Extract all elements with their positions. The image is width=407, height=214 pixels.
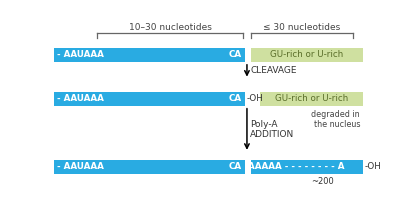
Bar (260, 92, 363, 106)
Text: -OH: -OH (365, 162, 382, 171)
Text: AAAAA - - - - - - - - A: AAAAA - - - - - - - - A (248, 162, 344, 171)
Text: CA: CA (228, 94, 241, 103)
Bar (54, 92, 245, 106)
Text: CA: CA (228, 51, 241, 59)
Text: degraded in
the nucleus: degraded in the nucleus (311, 110, 360, 129)
Text: CA: CA (228, 162, 241, 171)
Bar (251, 48, 363, 62)
Text: - AAUAAA: - AAUAAA (57, 94, 104, 103)
Bar (260, 92, 363, 106)
Text: ≤ 30 nucleotides: ≤ 30 nucleotides (263, 23, 341, 32)
Text: CLEAVAGE: CLEAVAGE (250, 66, 297, 75)
Text: Poly-A
ADDITION: Poly-A ADDITION (250, 120, 294, 139)
Text: ~200: ~200 (311, 177, 334, 186)
Text: GU-rich or U-rich: GU-rich or U-rich (275, 94, 348, 103)
Bar (251, 160, 363, 174)
Text: - AAUAAA: - AAUAAA (57, 51, 104, 59)
Text: - AAUAAA: - AAUAAA (57, 162, 104, 171)
Text: 10–30 nucleotides: 10–30 nucleotides (129, 23, 212, 32)
Bar (54, 160, 245, 174)
Text: -OH: -OH (246, 94, 263, 103)
Text: GU-rich or U-rich: GU-rich or U-rich (270, 51, 344, 59)
Bar (54, 48, 245, 62)
